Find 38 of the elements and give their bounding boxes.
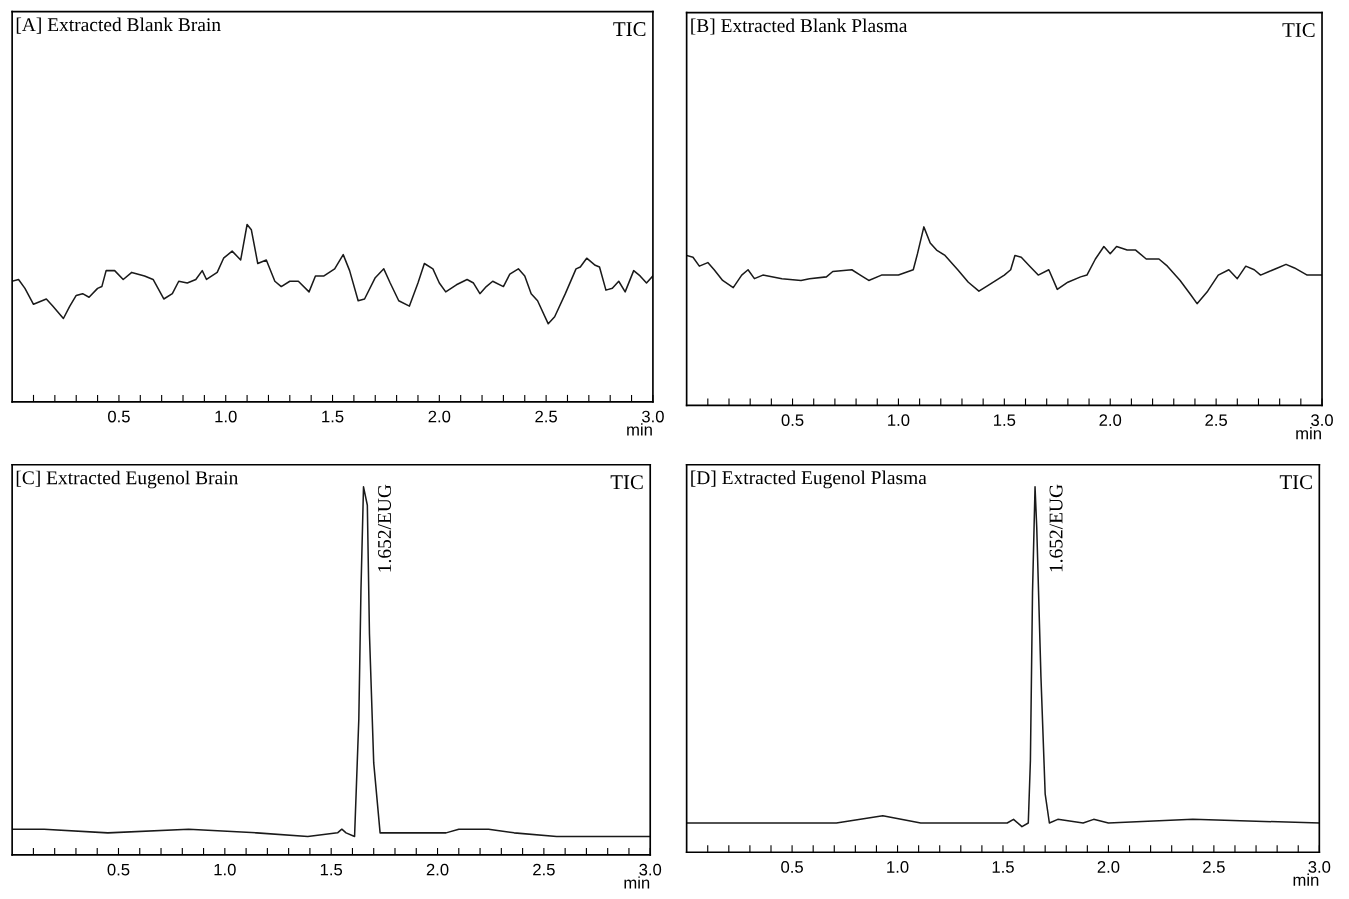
x-tick-label: 3.0 <box>639 863 662 876</box>
x-tick-label: 1.5 <box>994 414 1016 427</box>
x-tick-label: 1.5 <box>322 410 344 423</box>
x-tick-label: 1.0 <box>888 414 910 427</box>
annotation: 1.652/EUG <box>1049 484 1063 572</box>
x-tick-label: 1.0 <box>887 861 909 873</box>
x-tick-label: 0.5 <box>781 414 804 427</box>
x-tick-label: 2.0 <box>426 863 449 876</box>
x-tick-label: 2.5 <box>535 410 558 423</box>
x-tick-label: 2.5 <box>1205 414 1228 427</box>
x-tick-label: 0.5 <box>108 410 130 423</box>
x-tick-label: 2.5 <box>533 863 555 876</box>
x-axis-title: min <box>1293 873 1319 886</box>
x-tick-label: 0.5 <box>107 863 130 876</box>
x-axis-title: min <box>627 423 652 436</box>
text: TIC <box>613 22 646 37</box>
annotation: TIC <box>610 475 643 490</box>
chart-title: [C] Extracted Eugenol Brain <box>16 470 239 489</box>
x-tick-label: 2.0 <box>1097 861 1120 873</box>
x-tick-label: 2.5 <box>1203 861 1225 873</box>
x-tick-label: 3.0 <box>1311 414 1333 427</box>
x-tick-label: 1.0 <box>215 410 237 423</box>
chart-title: [D] Extracted Eugenol Plasma <box>691 470 927 489</box>
x-tick-label: 1.5 <box>320 863 343 876</box>
x-tick-label: 1.5 <box>992 861 1014 873</box>
annotation: TIC <box>1279 475 1312 490</box>
chart-title: [A] Extracted Blank Brain <box>16 17 221 34</box>
x-tick-label: 2.0 <box>1099 414 1122 427</box>
x-axis-title: min <box>624 876 650 889</box>
chart-title: [B] Extracted Blank Plasma <box>691 18 908 35</box>
x-tick-label: 1.0 <box>214 863 236 876</box>
x-tick-label: 2.0 <box>428 410 451 423</box>
x-tick-label: 0.5 <box>781 861 803 873</box>
x-axis-title: min <box>1296 427 1321 440</box>
annotation: 1.652/EUG <box>378 484 392 572</box>
text: TIC <box>1282 23 1315 38</box>
x-tick-label: 3.0 <box>1308 861 1331 873</box>
x-tick-label: 3.0 <box>641 410 664 423</box>
